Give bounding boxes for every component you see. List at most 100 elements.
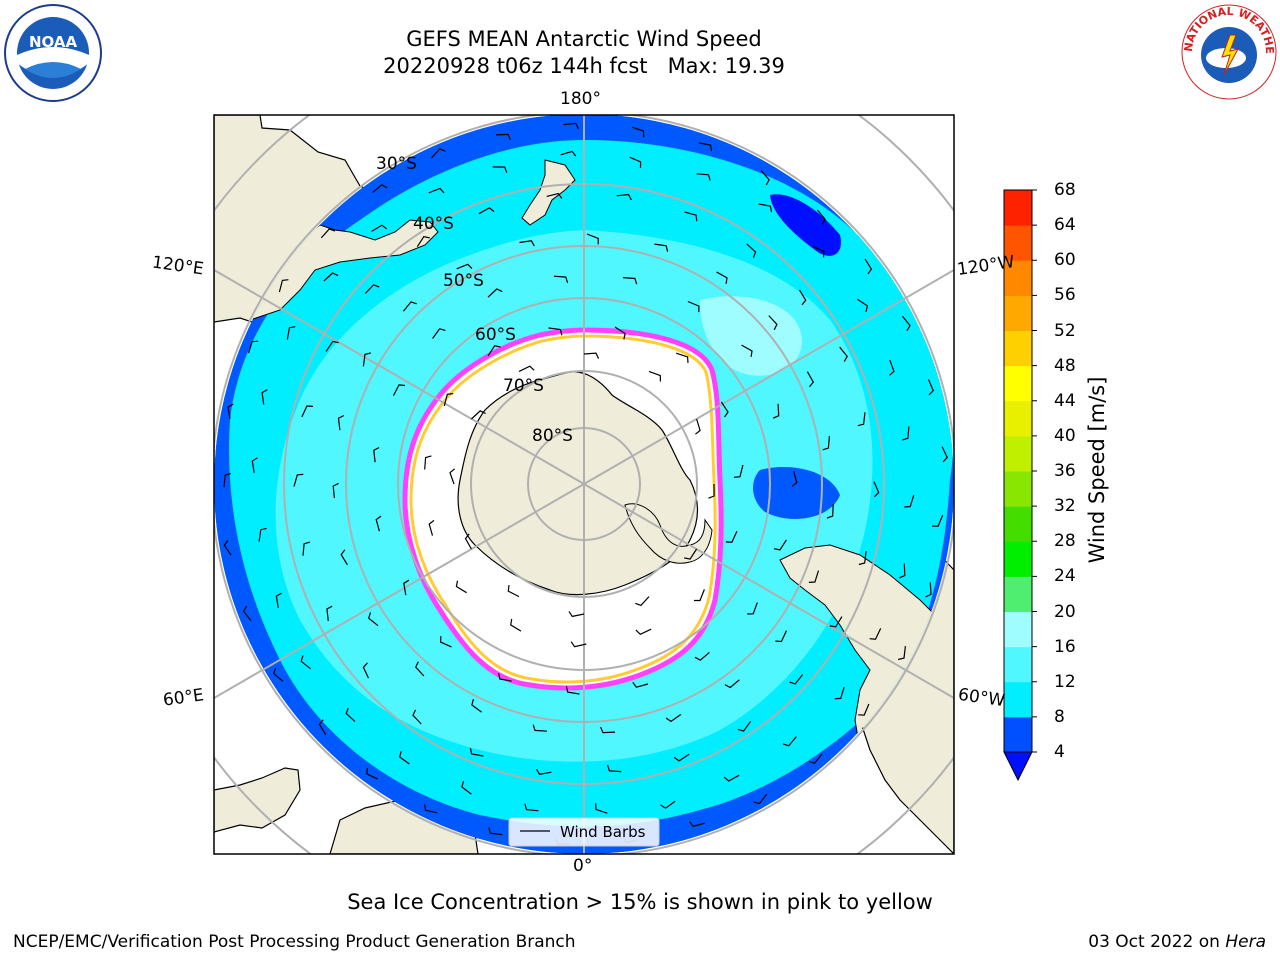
wind-barb: [431, 148, 446, 159]
wind-barb: [470, 410, 486, 420]
wind-barb: [607, 764, 622, 773]
sea-ice-edge-pink: [402, 327, 724, 691]
wind-barb: [362, 662, 370, 679]
wind-barb: [808, 753, 823, 764]
wind-barb: [753, 793, 768, 805]
wind-barb: [684, 548, 698, 560]
colorbar-tick-label: 40: [1054, 425, 1076, 446]
wind-barb: [834, 686, 845, 700]
wind-barb: [507, 585, 520, 598]
wind-barb: [716, 271, 728, 284]
wind-barb: [456, 263, 473, 270]
wind-barb: [873, 481, 880, 498]
wind-barb: [746, 243, 757, 258]
noaa-logo-text: NOAA: [29, 33, 78, 51]
map-frame: [213, 114, 955, 855]
wind-barb: [403, 579, 410, 596]
wind-barb: [273, 667, 284, 682]
wind-barb: [858, 703, 870, 716]
legend-label: Wind Barbs: [560, 823, 646, 841]
wind-barb: [889, 359, 895, 376]
wind-barb: [392, 384, 406, 396]
wind-barb: [616, 193, 632, 201]
wind-barb: [302, 541, 311, 556]
colorbar-segment: [1004, 435, 1032, 472]
colorbar-segment: [1004, 365, 1032, 402]
wind-barb: [869, 628, 882, 640]
colorbar-tick-label: 24: [1054, 566, 1076, 587]
colorbar-tick-label: 8: [1054, 706, 1065, 727]
wind-barb: [816, 209, 826, 225]
wind-barb: [300, 655, 311, 670]
wind-barb: [932, 514, 944, 527]
sea-ice-caption: Sea Ice Concentration > 15% is shown in …: [347, 890, 933, 914]
lat-label-70s: 70°S: [503, 376, 544, 396]
wind-barb: [510, 618, 522, 632]
wind-barb: [694, 589, 705, 602]
wind-barb: [242, 605, 252, 622]
wind-barb: [412, 709, 422, 725]
wind-barb: [487, 288, 503, 298]
colorbar-tick-label: 32: [1054, 496, 1076, 517]
colorbar-tick-label: 44: [1054, 390, 1076, 411]
wind-barb: [583, 352, 600, 359]
wind-barb: [439, 636, 452, 648]
wind-barb: [471, 699, 482, 713]
wind-barb: [424, 455, 432, 470]
wind-barb: [629, 156, 642, 168]
wind-barb: [789, 674, 804, 685]
wind-barb: [733, 464, 744, 478]
legend: Wind Barbs: [508, 817, 660, 847]
colorbar-segment: [1004, 716, 1032, 753]
wind-barb: [524, 803, 539, 812]
colorbar-tick-label: 16: [1054, 636, 1076, 657]
footer-date: 03 Oct 2022 on Hera: [1088, 932, 1266, 952]
wind-barb: [519, 240, 535, 247]
wind-barb: [498, 672, 512, 682]
colorbar-tick-label: 4: [1054, 742, 1065, 762]
wind-barb: [632, 682, 649, 688]
lat-label-30s: 30°S: [376, 154, 417, 174]
wind-barb: [812, 245, 825, 258]
lat-label-50s: 50°S: [443, 271, 484, 291]
wind-barb: [546, 192, 563, 199]
wind-barb: [492, 166, 508, 173]
nws-logo: NATIONAL WEATHER SERVICE: [1180, 3, 1277, 100]
colorbar-tick-label: 12: [1054, 671, 1076, 692]
wind-barb: [424, 804, 438, 814]
wind-barb: [428, 187, 445, 194]
wind-patch-deep-2: [753, 467, 840, 519]
wind-barb: [278, 279, 289, 293]
wind-barb: [337, 414, 345, 431]
wind-barb: [694, 651, 710, 661]
wind-barb: [904, 495, 915, 508]
wind-barb: [227, 403, 234, 420]
wind-barb: [478, 207, 495, 215]
wind-barb: [723, 774, 740, 782]
wind-barb: [325, 340, 339, 352]
wind-barb: [673, 753, 690, 762]
wind-barb: [362, 352, 371, 367]
wind-barb: [373, 446, 380, 463]
antarctica-land: [457, 371, 699, 596]
wind-barb: [684, 211, 698, 222]
wind-barb: [535, 768, 552, 775]
lat-label-40s: 40°S: [413, 214, 454, 234]
wind-patch-deep-1: [770, 194, 841, 256]
wind-barb: [340, 549, 348, 566]
colorbar-segment: [1004, 400, 1032, 437]
wind-barb: [532, 724, 547, 732]
wind-barb: [901, 426, 910, 441]
wind-barb: [399, 751, 410, 765]
wind-barb: [622, 277, 638, 285]
colorbar-segment: [1004, 190, 1032, 226]
wind-barb: [725, 531, 738, 543]
wind-barb: [654, 243, 669, 252]
wind-barb: [366, 767, 379, 780]
wind-barb: [323, 272, 339, 282]
wind-barb: [371, 224, 388, 232]
wind-barb: [402, 301, 417, 312]
colorbar-segment: [1004, 541, 1032, 577]
wind-barb: [857, 412, 866, 427]
